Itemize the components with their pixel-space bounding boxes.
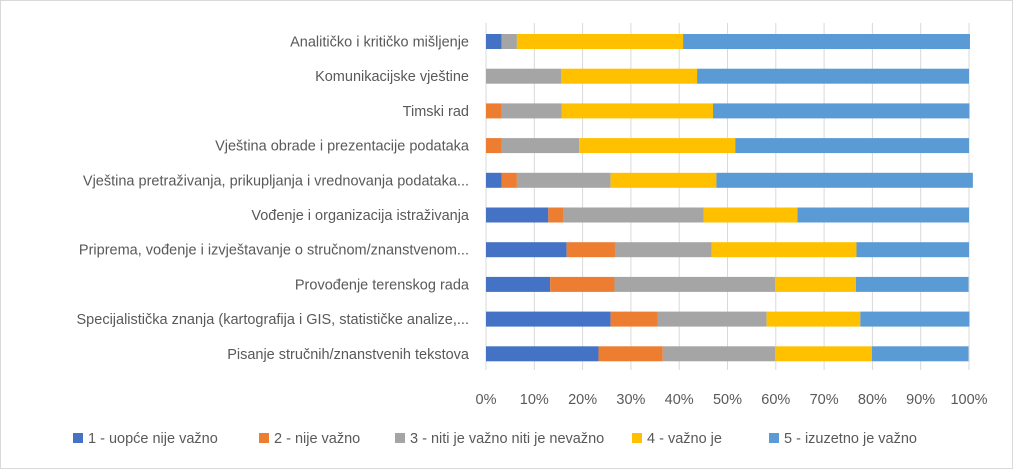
legend-label: 1 - uopće nije važno (88, 431, 218, 447)
bar-segment (486, 311, 611, 327)
legend: 1 - uopće nije važno 2 - nije važno 3 - ni… (73, 431, 917, 447)
bar-segment (598, 346, 663, 362)
bar-segment (501, 103, 562, 119)
x-tick-label: 20% (568, 392, 597, 408)
legend-swatch (769, 433, 779, 443)
x-tick-label: 100% (950, 392, 987, 408)
bar-segment (486, 68, 562, 84)
legend-swatch (632, 433, 642, 443)
x-tick-label: 30% (616, 392, 645, 408)
bar-segment (561, 103, 714, 119)
category-label: Timski rad (403, 104, 469, 120)
legend-label: 5 - izuzetno je važno (784, 431, 917, 447)
bar-segment (486, 103, 502, 119)
x-tick-label: 0% (476, 392, 497, 408)
bar-segment (683, 34, 970, 49)
bar-segment (775, 276, 856, 292)
legend-label: 3 - niti je važno niti je nevažno (410, 431, 604, 447)
category-label: Priprema, vođenje i izvještavanje o stru… (79, 243, 469, 259)
bar-segment (550, 276, 615, 292)
bar-segment (501, 34, 517, 49)
bar-segment (614, 242, 712, 258)
bar-segment (703, 207, 798, 223)
bar-segment (855, 276, 969, 292)
bar-segment (775, 346, 872, 362)
x-axis-tick-labels: 0% 10% 20% 30% 40% 50% 60% 70% 80% 90% 100% (476, 392, 988, 408)
x-tick-label: 60% (761, 392, 790, 408)
bar-segment (713, 103, 970, 119)
x-tick-label: 50% (713, 392, 742, 408)
bar-segment (486, 138, 502, 154)
legend-label: 2 - nije važno (274, 431, 360, 447)
x-tick-label: 80% (858, 392, 887, 408)
bar-segment (766, 311, 861, 327)
bar-segment (716, 172, 973, 188)
legend-swatch (73, 433, 83, 443)
bar-segment (516, 172, 611, 188)
x-tick-label: 90% (906, 392, 935, 408)
bar-segment (501, 138, 580, 154)
legend-swatch (259, 433, 269, 443)
bar-segment (486, 242, 567, 258)
bar-segment (486, 172, 502, 188)
bar-segment (501, 172, 517, 188)
bar-segment (548, 207, 564, 223)
category-label: Provođenje terenskog rada (295, 277, 470, 293)
bar-segment (697, 68, 969, 84)
x-tick-label: 70% (810, 392, 839, 408)
bar-segment (486, 34, 502, 49)
category-labels: Analitičko i kritičko mišljenje Komunikac… (77, 35, 470, 363)
bar-segment (662, 346, 776, 362)
legend-label: 4 - važno je (647, 431, 722, 447)
bar-segment (871, 346, 969, 362)
category-label: Vještina obrade i prezentacije podataka (215, 139, 470, 155)
bar-segment (561, 68, 698, 84)
category-label: Specijalistička znanja (kartografija i G… (77, 312, 469, 328)
bar-segment (735, 138, 969, 154)
legend-swatch (395, 433, 405, 443)
x-tick-label: 40% (665, 392, 694, 408)
bar-segment (579, 138, 736, 154)
x-tick-label: 10% (520, 392, 549, 408)
bar-segment (486, 276, 551, 292)
bar-segment (610, 311, 658, 327)
bar-segment (860, 311, 970, 327)
bar-segment (486, 207, 549, 223)
bar-segment (856, 242, 969, 258)
bars (486, 34, 973, 362)
category-label: Vođenje i organizacija istraživanja (251, 208, 470, 224)
bar-segment (486, 346, 599, 362)
category-label: Komunikacijske vještine (315, 69, 469, 85)
bar-segment (563, 207, 704, 223)
bar-segment (566, 242, 615, 258)
category-label: Pisanje stručnih/znanstvenih tekstova (227, 347, 470, 363)
category-label: Vještina pretraživanja, prikupljanja i v… (83, 173, 469, 189)
bar-segment (711, 242, 857, 258)
bar-segment (657, 311, 767, 327)
bar-segment (610, 172, 717, 188)
bar-segment (516, 34, 684, 49)
bar-segment (614, 276, 776, 292)
category-label: Analitičko i kritičko mišljenje (290, 35, 469, 51)
bar-segment (797, 207, 969, 223)
